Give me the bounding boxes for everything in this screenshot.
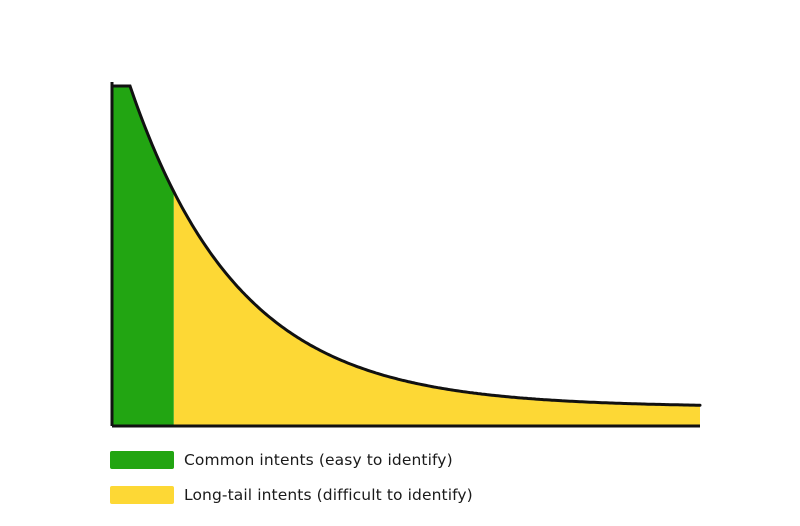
plot-area [110,82,702,428]
legend-label-long-tail: Long-tail intents (difficult to identify… [184,486,473,504]
long-tail-area [173,191,701,426]
legend-item-long-tail: Long-tail intents (difficult to identify… [110,481,473,509]
distribution-curve [110,84,702,407]
legend-item-common: Common intents (easy to identify) [110,446,473,474]
legend-label-common: Common intents (easy to identify) [184,451,453,469]
common-intents-area [112,86,174,426]
legend-swatch-green [110,451,174,469]
legend-swatch-yellow [110,486,174,504]
legend: Common intents (easy to identify) Long-t… [110,446,473,516]
